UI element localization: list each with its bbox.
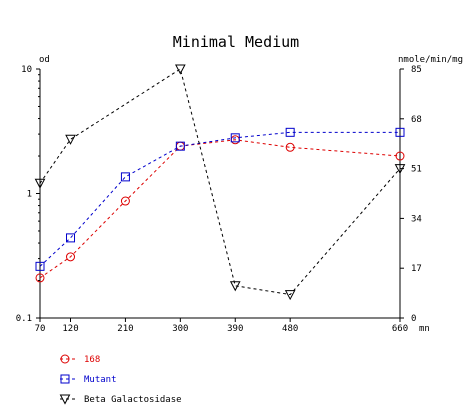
left-axis-label: od — [39, 55, 50, 65]
right-y-tick-label: 0 — [411, 314, 416, 324]
series-line — [39, 68, 401, 296]
left-y-tick-label: 0.1 — [16, 314, 32, 324]
series-1 — [35, 135, 405, 283]
chart-title: Minimal Medium — [173, 33, 299, 51]
data-point — [34, 178, 46, 189]
data-point — [66, 252, 76, 262]
right-y-tick-label: 68 — [411, 115, 422, 125]
legend-label: Mutant — [84, 375, 117, 385]
data-point — [35, 261, 45, 271]
data-point — [66, 233, 76, 243]
data-point — [285, 127, 295, 137]
data-point — [35, 273, 45, 283]
data-point — [285, 142, 295, 152]
series-line — [39, 131, 400, 267]
x-tick-label: 300 — [172, 324, 188, 334]
x-tick-label: 120 — [62, 324, 78, 334]
legend-marker — [59, 394, 71, 405]
x-tick-label: 70 — [35, 324, 46, 334]
x-tick-label: 210 — [117, 324, 133, 334]
legend-marker — [60, 354, 70, 364]
series-2 — [35, 127, 405, 271]
right-axis-label: nmole/min/mg — [398, 55, 463, 65]
left-y-tick-label: 10 — [21, 65, 32, 75]
data-point — [230, 133, 240, 143]
data-point — [120, 196, 130, 206]
x-axis-unit: mn — [419, 324, 430, 334]
data-point — [229, 281, 241, 292]
data-point — [395, 127, 405, 137]
left-y-tick-label: 1 — [27, 190, 32, 200]
right-y-tick-label: 85 — [411, 65, 422, 75]
series-3 — [34, 64, 406, 301]
legend-marker — [60, 374, 70, 384]
right-y-tick-label: 34 — [411, 214, 422, 224]
legend-label: 168 — [84, 355, 100, 365]
x-tick-label: 390 — [227, 324, 243, 334]
right-y-tick-group: 0 17 34 51 68 85 — [400, 65, 422, 324]
data-point — [120, 172, 130, 182]
right-y-tick-label: 51 — [411, 165, 422, 175]
right-y-tick-label: 17 — [411, 264, 422, 274]
left-y-tick-group: 0.1 1 10 — [16, 65, 40, 324]
legend: 168 Mutant Beta Galactosidase — [59, 354, 182, 405]
data-point — [284, 290, 296, 301]
data-point — [394, 164, 406, 175]
series-line — [39, 139, 401, 279]
data-point — [395, 151, 405, 161]
series-layer — [34, 64, 406, 301]
data-point — [175, 141, 185, 151]
data-point — [65, 134, 76, 145]
legend-label: Beta Galactosidase — [84, 395, 182, 405]
x-tick-label: 660 — [392, 324, 408, 334]
x-tick-label: 480 — [282, 324, 298, 334]
x-tick-group: 70 120 210 300 390 480 660 — [35, 318, 408, 334]
data-point — [175, 64, 186, 75]
